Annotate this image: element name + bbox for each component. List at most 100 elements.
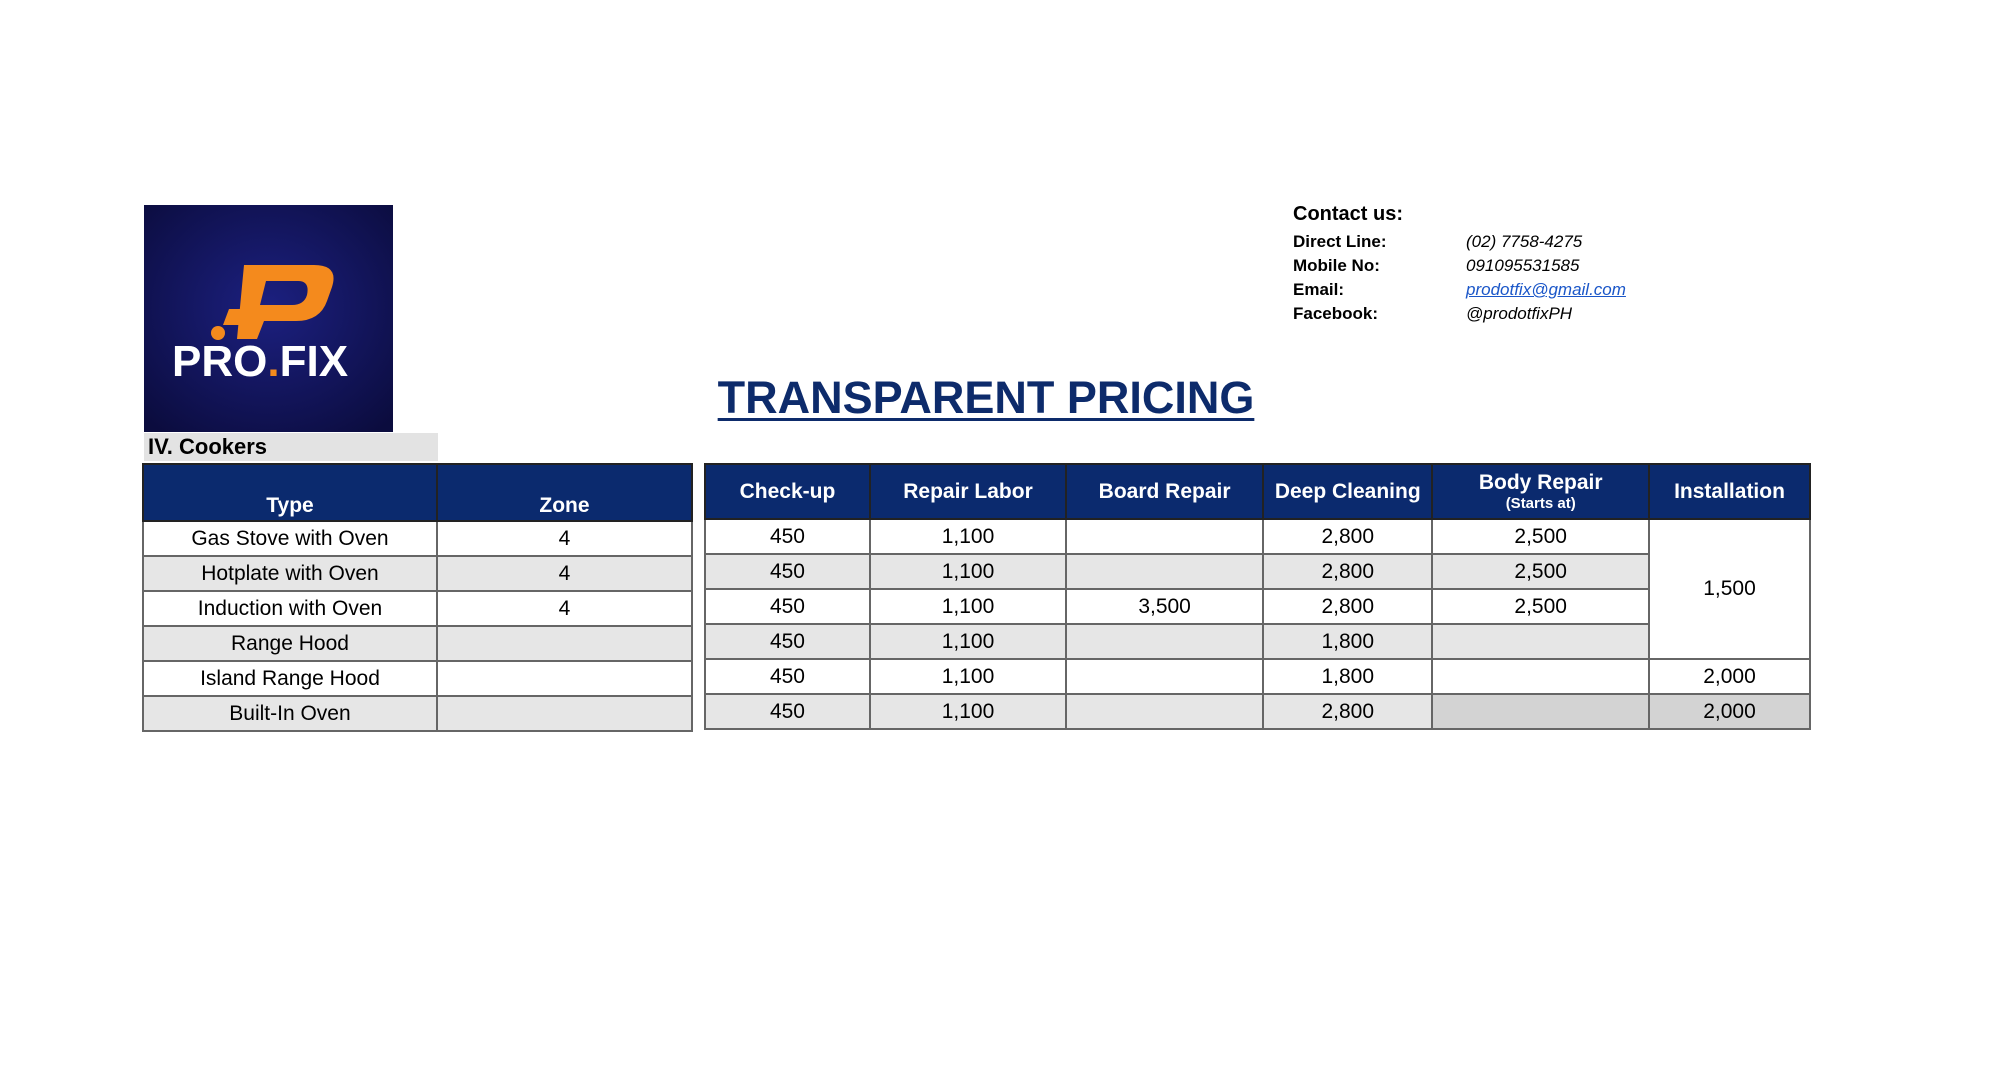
table-cell: 450 bbox=[704, 658, 871, 695]
table-cell: 2,800 bbox=[1262, 588, 1434, 625]
pricing-table-left: Type Zone Gas Stove with Oven 4 Hotplate wit… bbox=[142, 463, 694, 732]
table-cell: Built-In Oven bbox=[142, 695, 438, 732]
table-cell: 1,500 bbox=[1648, 518, 1811, 660]
title: TRANSPARENT PRICING bbox=[717, 372, 1255, 423]
contact-label: Mobile No: bbox=[1293, 256, 1380, 275]
contact-label: Email: bbox=[1293, 280, 1345, 299]
contact-value: prodotfix@gmail.com bbox=[1466, 280, 1626, 300]
column-header-text: Repair Labor bbox=[903, 479, 1033, 503]
table-cell: 4 bbox=[435, 520, 694, 557]
column-header: Board Repair bbox=[1065, 463, 1265, 520]
column-header: Type bbox=[142, 463, 438, 522]
logo-mark bbox=[223, 309, 254, 325]
logo-text-right: FIX bbox=[280, 337, 348, 386]
table-cell bbox=[1065, 623, 1265, 660]
table-cell: 1,800 bbox=[1262, 658, 1434, 695]
column-header: Repair Labor bbox=[868, 463, 1068, 520]
table-cell: 2,800 bbox=[1262, 553, 1434, 590]
table-cell: Induction with Oven bbox=[142, 590, 438, 627]
table-row: 450 1,100 1,800 2,000 bbox=[704, 658, 1811, 695]
column-header: Check-up bbox=[704, 463, 871, 520]
table-cell: 450 bbox=[704, 693, 871, 730]
column-header-text: Installation bbox=[1674, 479, 1785, 503]
table-cell: 4 bbox=[435, 590, 694, 627]
table-cell: 1,100 bbox=[868, 553, 1068, 590]
table-cell: 2,500 bbox=[1431, 588, 1651, 625]
table-cell: 1,100 bbox=[868, 588, 1068, 625]
table-cell bbox=[1065, 693, 1265, 730]
table-row: Island Range Hood bbox=[142, 660, 694, 697]
table-cell bbox=[1431, 658, 1651, 695]
table-cell: Hotplate with Oven bbox=[142, 555, 438, 592]
column-header-text: Type bbox=[266, 494, 314, 517]
column-header-text: Deep Cleaning bbox=[1274, 479, 1421, 503]
table-row: 450 1,100 2,800 2,500 bbox=[704, 553, 1810, 590]
logo-text-dot: . bbox=[267, 337, 279, 386]
column-header-text: Zone bbox=[539, 494, 590, 517]
table-cell: 1,100 bbox=[868, 518, 1068, 555]
contact-value: 091095531585 bbox=[1466, 256, 1580, 275]
table-cell: 1,800 bbox=[1262, 623, 1434, 660]
column-note: (Starts at) bbox=[1505, 495, 1576, 512]
table-cell: 1,100 bbox=[868, 623, 1068, 660]
table-cell: 3,500 bbox=[1065, 588, 1265, 625]
contact-label: Direct Line: bbox=[1293, 232, 1387, 251]
table-cell: 450 bbox=[704, 553, 871, 590]
logo-text: PRO.FIX bbox=[172, 337, 348, 386]
table-row: 450 1,100 2,800 2,000 bbox=[704, 693, 1811, 730]
contact-row: Mobile No: 091095531585 bbox=[1293, 254, 1626, 278]
logo-mark bbox=[237, 265, 334, 339]
contact-row: Email: prodotfix@gmail.com bbox=[1293, 278, 1626, 302]
contact: Contact us: Direct Line: (02) 7758-4275 Mo… bbox=[1293, 203, 1626, 326]
table-row: 450 1,100 1,800 bbox=[704, 623, 1810, 660]
table-cell: 2,000 bbox=[1648, 658, 1811, 695]
table-row: Gas Stove with Oven 4 bbox=[142, 520, 694, 557]
column-header: Deep Cleaning bbox=[1262, 463, 1434, 520]
table-row: Hotplate with Oven 4 bbox=[142, 555, 694, 592]
table-cell: 2,000 bbox=[1648, 693, 1811, 730]
column-header: Installation bbox=[1648, 463, 1811, 520]
table-cell: 2,800 bbox=[1262, 693, 1434, 730]
table-row: Built-In Oven bbox=[142, 695, 694, 732]
contact-row: Direct Line: (02) 7758-4275 bbox=[1293, 230, 1626, 254]
contact-heading: Contact us: bbox=[1293, 203, 1403, 225]
header-row: Check-up Repair Labor Board Repair Deep Cle… bbox=[704, 463, 1811, 520]
table-cell bbox=[435, 660, 694, 697]
contact-value: (02) 7758-4275 bbox=[1466, 232, 1583, 251]
table-cell bbox=[1431, 623, 1651, 660]
contact-row: Facebook: @prodotfixPH bbox=[1293, 302, 1626, 326]
table-cell: Island Range Hood bbox=[142, 660, 438, 697]
section-label: IV. Cookers bbox=[144, 433, 438, 461]
table-cell bbox=[1065, 553, 1265, 590]
header-row: Type Zone bbox=[142, 463, 694, 522]
table-cell bbox=[1431, 693, 1651, 730]
table-cell bbox=[435, 625, 694, 662]
table-cell: 450 bbox=[704, 518, 871, 555]
email-link[interactable]: prodotfix@gmail.com bbox=[1466, 280, 1626, 299]
logo-dot-mark bbox=[211, 326, 225, 340]
table-row: 450 1,100 3,500 2,800 2,500 bbox=[704, 588, 1810, 625]
column-header-text: Body Repair bbox=[1478, 471, 1603, 494]
table-row: 450 1,100 2,800 2,500 1,500 bbox=[704, 518, 1811, 660]
table-cell: Gas Stove with Oven bbox=[142, 520, 438, 557]
table-cell: 2,500 bbox=[1431, 518, 1651, 555]
table-cell: 1,100 bbox=[868, 658, 1068, 695]
contact-label: Facebook: bbox=[1293, 304, 1379, 323]
table-cell bbox=[435, 695, 694, 732]
column-header: Body Repair (Starts at) bbox=[1431, 463, 1651, 520]
contact-value: @prodotfixPH bbox=[1466, 304, 1573, 323]
column-header-text: Board Repair bbox=[1098, 479, 1231, 503]
pricing-table-right: Check-up Repair Labor Board Repair Deep Cle… bbox=[704, 463, 1811, 730]
table-row: Induction with Oven 4 bbox=[142, 590, 694, 627]
table-cell bbox=[1065, 518, 1265, 555]
table-cell: 1,100 bbox=[868, 693, 1068, 730]
column-header: Zone bbox=[435, 463, 694, 522]
logo-text-left: PRO bbox=[172, 337, 267, 386]
column-header-text: Check-up bbox=[739, 479, 836, 503]
table-cell: 450 bbox=[704, 623, 871, 660]
logo: PRO.FIX bbox=[144, 205, 393, 432]
table-cell: 450 bbox=[704, 588, 871, 625]
table-cell bbox=[1065, 658, 1265, 695]
table-cell: 2,800 bbox=[1262, 518, 1434, 555]
